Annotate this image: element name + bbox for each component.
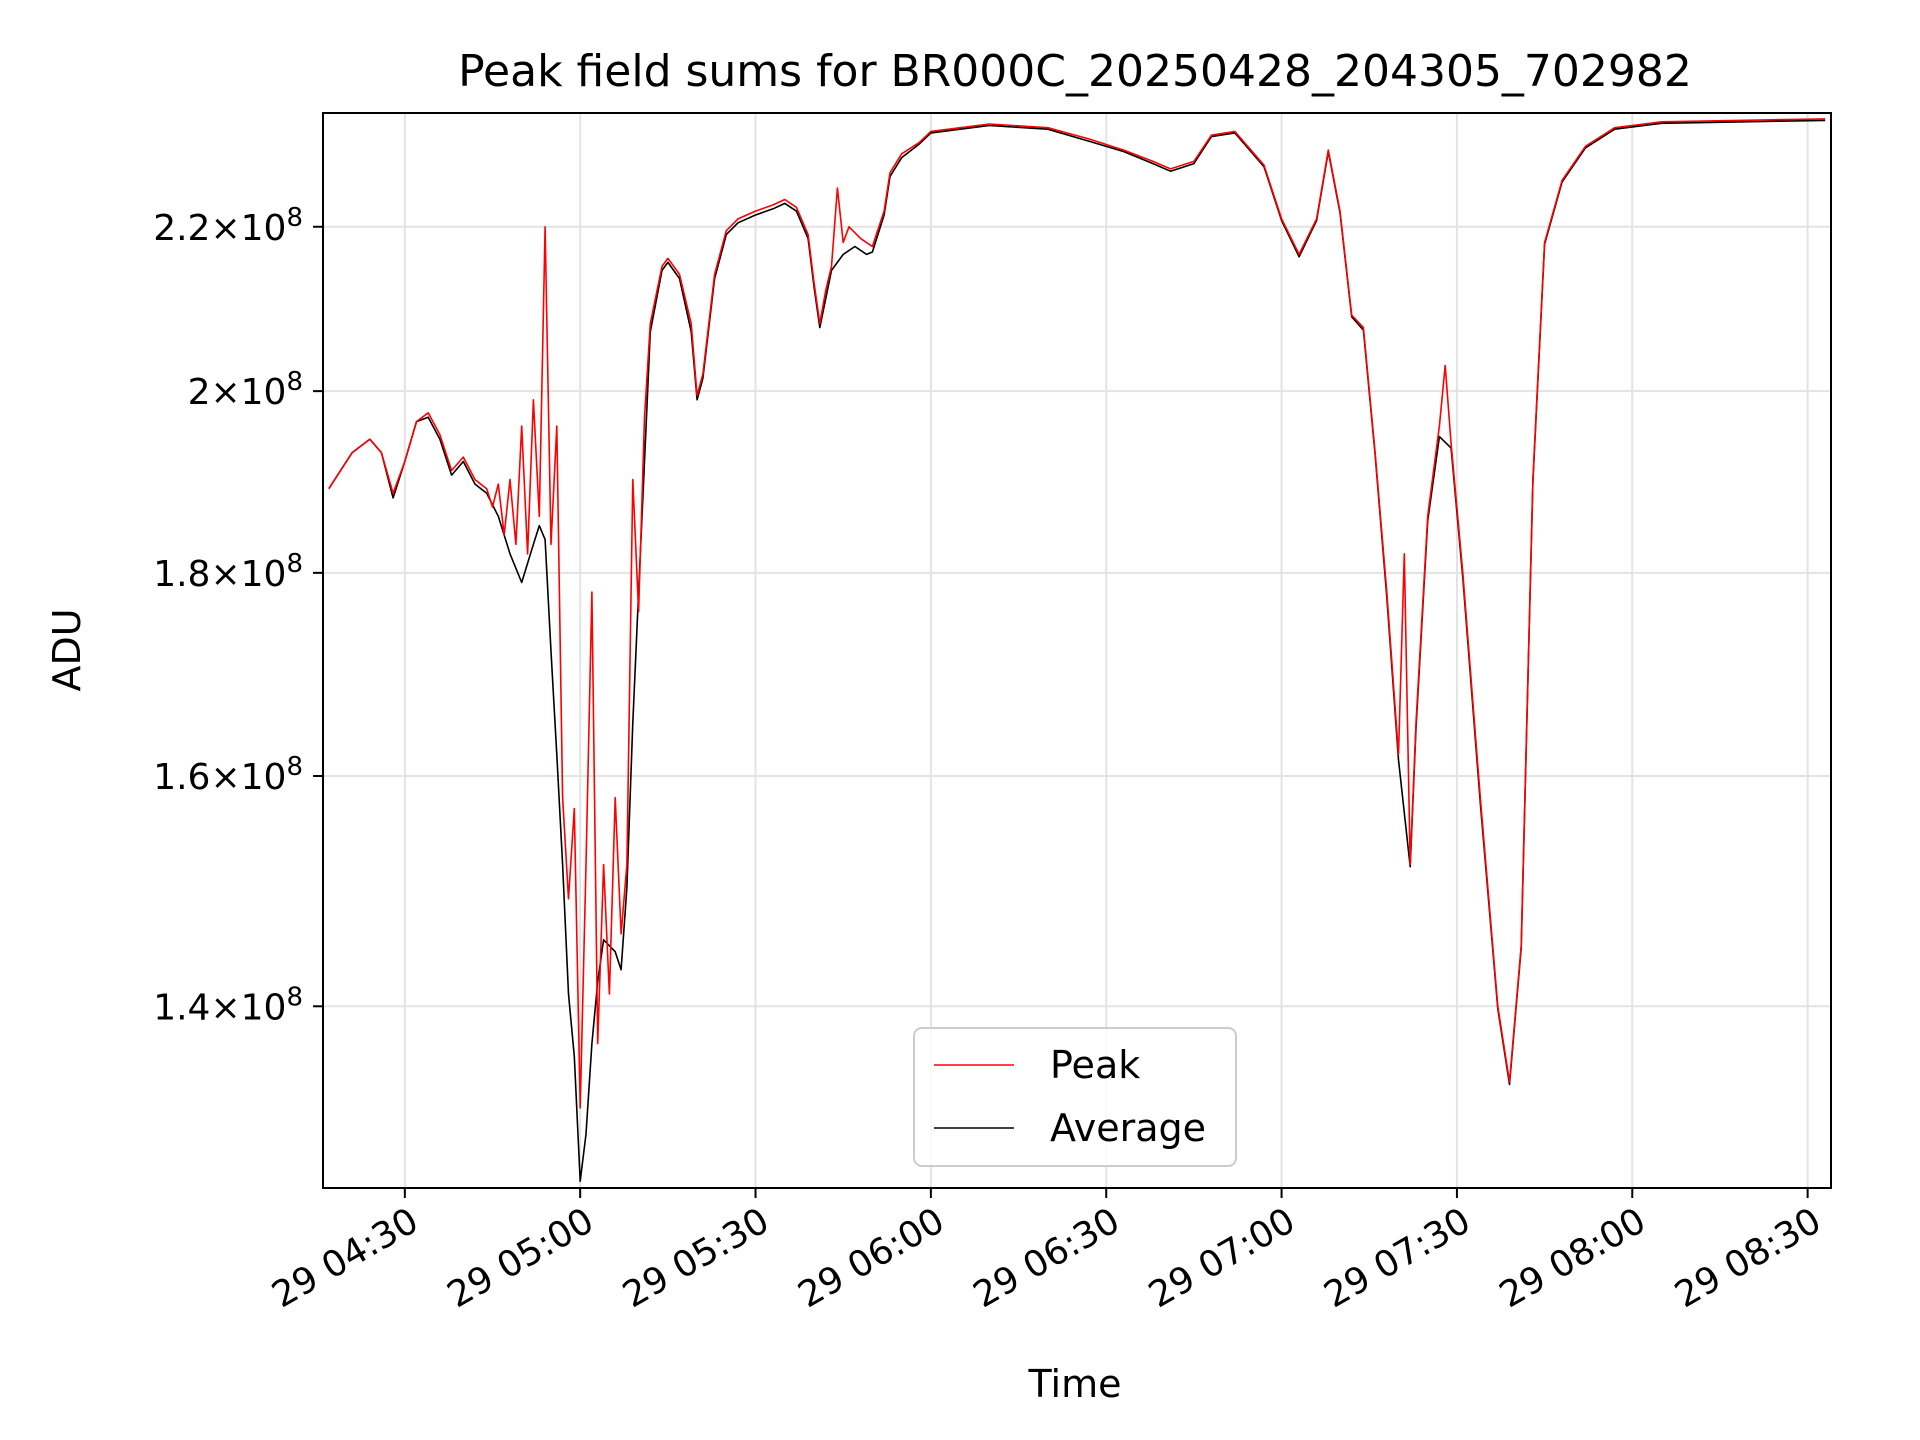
x-tick-label: 29 07:30 [1317, 1200, 1477, 1316]
y-tick-label: 1.6×108 [153, 752, 303, 798]
x-axis-label: Time [1028, 1362, 1122, 1406]
y-tick-exponent: 8 [286, 752, 303, 782]
y-tick-times-ten: ×10 [210, 554, 286, 595]
y-tick-label: 1.4×108 [153, 982, 303, 1028]
series-line-peak [328, 118, 1826, 1109]
y-tick-times-ten: ×10 [210, 372, 286, 413]
x-tick-label: 29 05:30 [616, 1200, 776, 1316]
x-tick-label: 29 04:30 [265, 1200, 425, 1316]
legend-label-average: Average [1050, 1106, 1206, 1150]
series-line-average [328, 119, 1826, 1182]
y-tick-mantissa: 1.4 [153, 987, 210, 1028]
x-axis-ticks: 29 04:30 29 05:00 29 05:30 29 06:00 29 06:30… [265, 1188, 1828, 1316]
x-tick-label: 29 06:30 [967, 1200, 1127, 1316]
y-tick-label: 1.8×108 [153, 549, 303, 595]
y-tick-exponent: 8 [286, 982, 303, 1012]
y-tick-exponent: 8 [286, 549, 303, 579]
y-tick-exponent: 8 [286, 367, 303, 397]
y-tick-times-ten: ×10 [210, 987, 286, 1028]
chart-title: Peak field sums for BR000C_20250428_2043… [458, 46, 1692, 97]
y-tick-label: 2×108 [188, 367, 303, 413]
y-tick-label: 2.2×108 [153, 203, 303, 249]
y-tick-exponent: 8 [286, 203, 303, 233]
y-tick-times-ten: ×10 [210, 757, 286, 798]
series-layer [328, 118, 1826, 1182]
legend: Peak Average [913, 1027, 1237, 1167]
legend-label-peak: Peak [1050, 1043, 1140, 1087]
y-tick-mantissa: 2 [188, 372, 211, 413]
x-tick-label: 29 06:00 [791, 1200, 951, 1316]
y-tick-mantissa: 2.2 [153, 208, 210, 249]
x-tick-label: 29 05:00 [441, 1200, 601, 1316]
plot-frame [322, 112, 1832, 1189]
x-tick-label: 29 08:00 [1493, 1200, 1653, 1316]
x-tick-label: 29 08:30 [1668, 1200, 1828, 1316]
y-tick-mantissa: 1.6 [153, 757, 210, 798]
x-tick-label: 29 07:00 [1142, 1200, 1302, 1316]
y-axis-label: ADU [45, 608, 89, 691]
y-tick-times-ten: ×10 [210, 208, 286, 249]
y-tick-mantissa: 1.8 [153, 554, 210, 595]
grid [323, 113, 1831, 1188]
legend-box [913, 1027, 1237, 1167]
